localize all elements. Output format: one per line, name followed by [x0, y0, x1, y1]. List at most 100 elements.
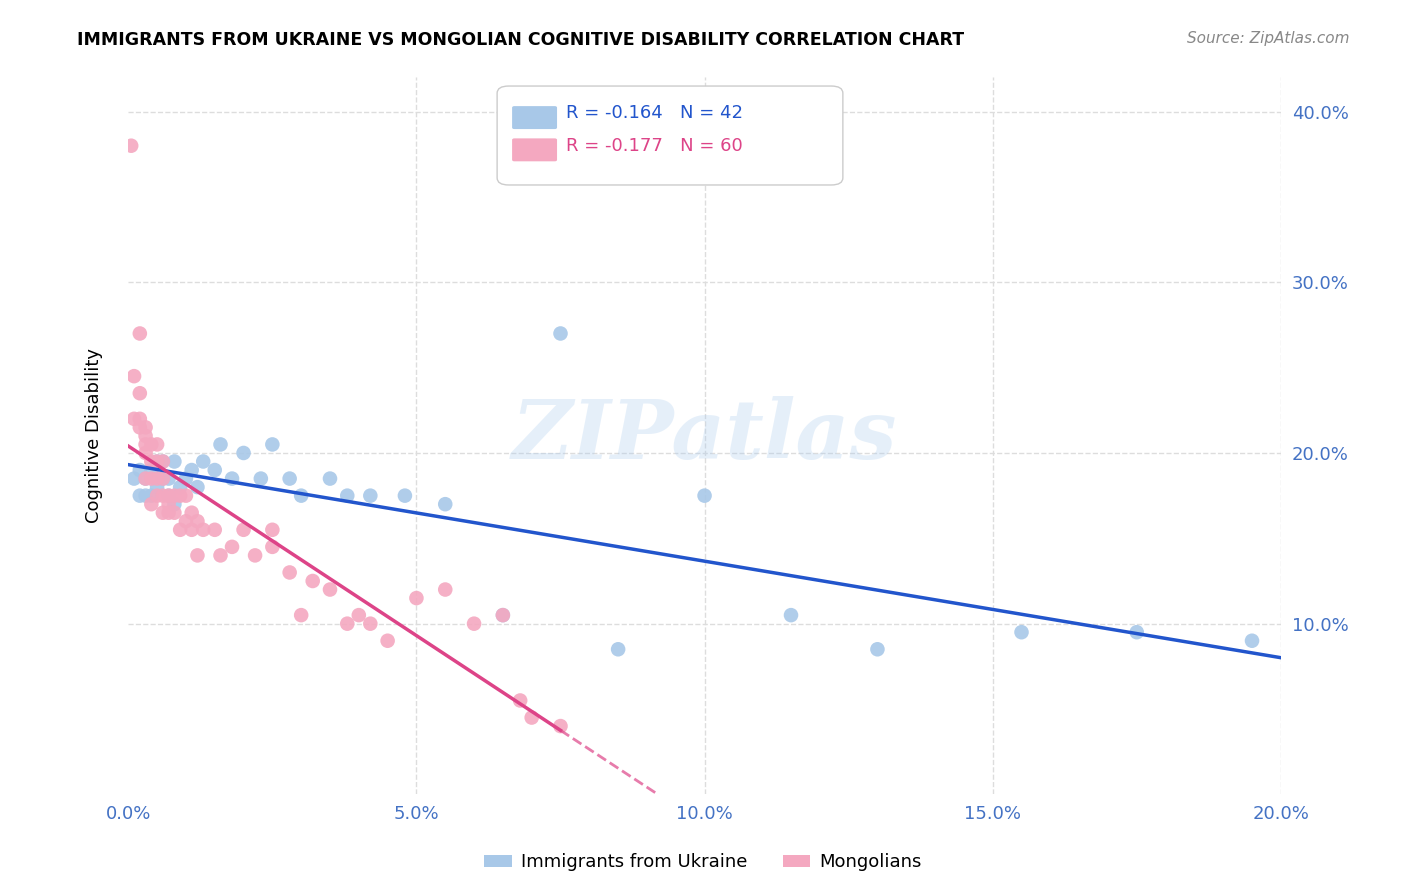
Point — [301, 574, 323, 588]
Point — [434, 497, 457, 511]
Text: R = -0.164   N = 42: R = -0.164 N = 42 — [567, 104, 744, 122]
Point — [174, 514, 197, 528]
Point — [122, 369, 145, 384]
Point — [141, 454, 163, 468]
Point — [550, 719, 572, 733]
Point — [1011, 625, 1033, 640]
Point — [278, 566, 301, 580]
Point — [163, 489, 186, 503]
Point — [141, 437, 163, 451]
Point — [141, 489, 163, 503]
Point — [174, 489, 197, 503]
Point — [135, 429, 157, 443]
Point — [152, 506, 174, 520]
Point — [152, 454, 174, 468]
Point — [204, 463, 226, 477]
Point — [141, 463, 163, 477]
Point — [492, 608, 515, 623]
Point — [163, 497, 186, 511]
Point — [336, 489, 359, 503]
Point — [146, 437, 169, 451]
Point — [135, 472, 157, 486]
FancyBboxPatch shape — [512, 138, 557, 161]
Point — [209, 437, 232, 451]
Point — [250, 472, 273, 486]
Point — [434, 582, 457, 597]
Point — [394, 489, 416, 503]
FancyBboxPatch shape — [512, 106, 557, 129]
Point — [243, 549, 266, 563]
Point — [169, 480, 191, 494]
Point — [520, 710, 543, 724]
Y-axis label: Cognitive Disability: Cognitive Disability — [86, 349, 103, 524]
Point — [157, 489, 180, 503]
Point — [141, 472, 163, 486]
Point — [278, 472, 301, 486]
Point — [169, 523, 191, 537]
Point — [122, 412, 145, 426]
Point — [550, 326, 572, 341]
Point — [146, 454, 169, 468]
Point — [262, 540, 284, 554]
Point — [290, 489, 312, 503]
Point — [193, 523, 215, 537]
Point — [128, 386, 150, 401]
Point — [163, 454, 186, 468]
Point — [221, 540, 243, 554]
Point — [157, 506, 180, 520]
Point — [152, 472, 174, 486]
Point — [492, 608, 515, 623]
Point — [169, 489, 191, 503]
Point — [157, 472, 180, 486]
Point — [152, 454, 174, 468]
Point — [146, 489, 169, 503]
Point — [204, 523, 226, 537]
Point — [290, 608, 312, 623]
Point — [157, 489, 180, 503]
Point — [377, 633, 399, 648]
Point — [463, 616, 485, 631]
Point — [128, 489, 150, 503]
Point — [146, 454, 169, 468]
Point — [186, 549, 208, 563]
Point — [180, 523, 202, 537]
Text: R = -0.177   N = 60: R = -0.177 N = 60 — [567, 136, 742, 154]
Point — [152, 472, 174, 486]
Point — [262, 437, 284, 451]
Point — [693, 489, 716, 503]
Point — [221, 472, 243, 486]
FancyBboxPatch shape — [498, 86, 842, 185]
Text: ZIPatlas: ZIPatlas — [512, 396, 897, 476]
Point — [186, 514, 208, 528]
Point — [359, 489, 381, 503]
Point — [128, 463, 150, 477]
Point — [209, 549, 232, 563]
Point — [174, 472, 197, 486]
Point — [128, 420, 150, 434]
Point — [405, 591, 427, 605]
Point — [232, 446, 254, 460]
Point — [186, 480, 208, 494]
Point — [135, 446, 157, 460]
Point — [193, 454, 215, 468]
Point — [135, 420, 157, 434]
Point — [135, 472, 157, 486]
Point — [135, 489, 157, 503]
Point — [141, 497, 163, 511]
Text: Source: ZipAtlas.com: Source: ZipAtlas.com — [1187, 31, 1350, 46]
Point — [122, 472, 145, 486]
Point — [319, 582, 342, 597]
Point — [120, 138, 142, 153]
Point — [336, 616, 359, 631]
Point — [128, 326, 150, 341]
Point — [607, 642, 630, 657]
Point — [866, 642, 889, 657]
Point — [146, 472, 169, 486]
Point — [347, 608, 370, 623]
Legend: Immigrants from Ukraine, Mongolians: Immigrants from Ukraine, Mongolians — [477, 847, 929, 879]
Point — [780, 608, 803, 623]
Point — [1126, 625, 1149, 640]
Point — [135, 437, 157, 451]
Point — [163, 506, 186, 520]
Point — [1240, 633, 1263, 648]
